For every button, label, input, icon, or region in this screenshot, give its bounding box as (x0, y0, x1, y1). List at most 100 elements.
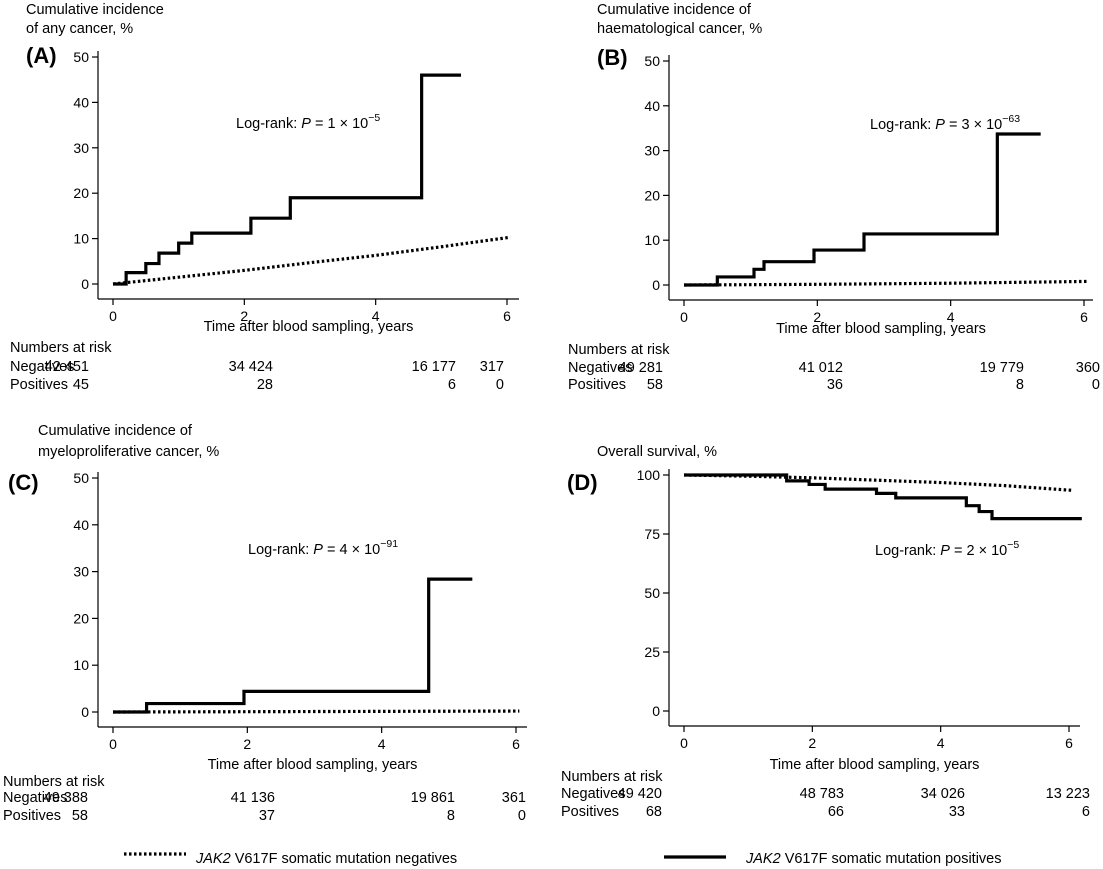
panel-c: Cumulative incidence of myeloproliferativ… (3, 423, 527, 824)
legend-negatives-label: JAK2 V617F somatic mutation negatives (195, 851, 457, 867)
y-tick-label: 40 (73, 94, 89, 110)
risk-value: 28 (257, 377, 273, 393)
x-tick-label: 2 (243, 736, 251, 752)
series-negatives-line (683, 473, 1073, 492)
legend-positives-label: JAK2 V617F somatic mutation positives (745, 851, 1002, 867)
risk-value: 41 012 (799, 360, 843, 376)
logrank-p: P (301, 116, 311, 132)
logrank-exponent: −91 (380, 538, 398, 550)
logrank-p: P (940, 543, 950, 559)
risk-value: 8 (1016, 377, 1024, 393)
y-tick-label: 30 (73, 564, 89, 580)
logrank-prefix: Log-rank: (248, 542, 313, 558)
y-axis-label: of any cancer, % (26, 21, 133, 37)
y-axis-label: myeloproliferative cancer, % (38, 444, 219, 460)
x-tick-label: 2 (808, 735, 816, 751)
risk-value: 13 223 (1046, 786, 1090, 802)
risk-value: 36 (827, 377, 843, 393)
panel-a: Cumulative incidence of any cancer, % (A) 0… (10, 2, 519, 393)
x-tick-label: 0 (680, 309, 688, 325)
y-tick-label: 50 (644, 585, 660, 601)
series-negatives-line (683, 279, 1088, 287)
risk-value: 8 (447, 808, 455, 824)
x-tick-label: 2 (240, 308, 248, 324)
y-tick-label: 0 (652, 703, 660, 719)
x-tick-label: 0 (680, 735, 688, 751)
x-tick-label: 6 (512, 736, 520, 752)
risk-row-label: Positives (568, 377, 626, 393)
y-tick-label: 25 (644, 644, 660, 660)
risk-value: 41 136 (231, 790, 275, 806)
risk-value: 58 (647, 377, 663, 393)
y-tick-label: 100 (637, 467, 661, 483)
x-tick-label: 6 (1080, 309, 1088, 325)
risk-value: 317 (480, 359, 504, 375)
risk-row-label: Positives (561, 804, 619, 820)
risk-row-label: Negatives (568, 360, 632, 376)
logrank-p: P (313, 542, 323, 558)
x-tick-label: 0 (109, 308, 117, 324)
y-tick-label: 50 (73, 470, 89, 486)
legend-rest: V617F somatic mutation negatives (231, 851, 457, 867)
risk-table-title: Numbers at risk (10, 340, 112, 356)
risk-value: 45 (73, 377, 89, 393)
panel-label: (D) (567, 470, 598, 495)
risk-value: 6 (1082, 804, 1090, 820)
y-tick-label: 0 (81, 276, 89, 292)
y-tick-label: 75 (644, 526, 660, 542)
series-positives-line (684, 132, 1041, 287)
y-tick-label: 50 (73, 49, 89, 65)
logrank-value: = 2 × 10 (950, 543, 1007, 559)
x-tick-label: 6 (503, 308, 511, 324)
risk-row-label: Positives (10, 377, 68, 393)
x-tick-label: 6 (1065, 735, 1073, 751)
panel-label: (C) (8, 470, 39, 495)
logrank-exponent: −5 (1007, 539, 1019, 551)
risk-value: 34 424 (229, 359, 273, 375)
risk-value: 16 177 (412, 359, 456, 375)
legend-gene: JAK2 (195, 851, 231, 867)
panel-b: Cumulative incidence of haematological ca… (568, 2, 1100, 393)
risk-value: 361 (502, 790, 526, 806)
logrank-value: = 4 × 10 (323, 542, 380, 558)
logrank-annotation: Log-rank: P = 1 × 10−5 (236, 112, 380, 132)
y-tick-label: 10 (73, 657, 89, 673)
risk-value: 42 451 (45, 359, 89, 375)
y-tick-label: 30 (644, 143, 660, 159)
risk-table-title: Numbers at risk (568, 342, 670, 358)
logrank-p: P (935, 117, 945, 133)
series-negatives-line (112, 235, 511, 286)
y-axis-label: Cumulative incidence (26, 2, 164, 18)
y-tick-label: 30 (73, 140, 89, 156)
risk-value: 58 (72, 808, 88, 824)
series-positives-line (684, 473, 1082, 521)
panel-label: (A) (26, 43, 57, 68)
x-tick-label: 4 (378, 736, 386, 752)
risk-value: 49 420 (618, 786, 662, 802)
logrank-exponent: −63 (1002, 113, 1020, 125)
x-axis-label: Time after blood sampling, years (770, 757, 980, 773)
x-tick-label: 2 (813, 309, 821, 325)
y-axis-label: Cumulative incidence of (597, 2, 752, 18)
y-tick-label: 0 (652, 277, 660, 293)
risk-table-title: Numbers at risk (3, 774, 105, 790)
y-axis-label: haematological cancer, % (597, 21, 762, 37)
logrank-prefix: Log-rank: (875, 543, 940, 559)
risk-value: 34 026 (921, 786, 965, 802)
y-axis-label: Overall survival, % (597, 444, 717, 460)
panel-d: Overall survival, % (D) 0 25 50 75 100 0 2 4 6 Time… (561, 444, 1090, 820)
y-tick-label: 20 (73, 610, 89, 626)
risk-value: 68 (646, 804, 662, 820)
x-tick-label: 0 (109, 736, 117, 752)
series-positives-line (113, 73, 462, 286)
logrank-value: = 1 × 10 (311, 116, 368, 132)
logrank-prefix: Log-rank: (870, 117, 935, 133)
risk-value: 19 861 (411, 790, 455, 806)
y-tick-label: 20 (73, 185, 89, 201)
logrank-annotation: Log-rank: P = 3 × 10−63 (870, 113, 1020, 133)
x-tick-label: 4 (947, 309, 955, 325)
risk-value: 0 (496, 377, 504, 393)
risk-value: 33 (949, 804, 965, 820)
logrank-prefix: Log-rank: (236, 116, 301, 132)
